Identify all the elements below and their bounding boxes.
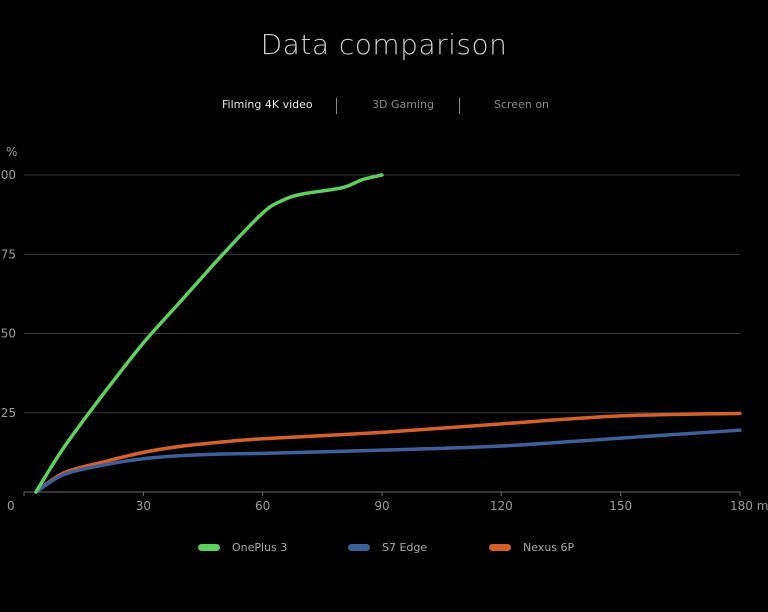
- legend-label: OnePlus 3: [232, 541, 288, 554]
- y-tick-label: 100: [0, 168, 16, 182]
- x-tick-label: 150: [609, 499, 632, 513]
- chart-legend: OnePlus 3 S7 Edge Nexus 6P: [0, 541, 768, 561]
- y-tick-label: 25: [1, 406, 16, 420]
- legend-swatch: [489, 544, 511, 551]
- page-title: Data comparison: [260, 28, 508, 61]
- tab-filming-4k-video[interactable]: Filming 4K video: [222, 98, 313, 111]
- legend-label: S7 Edge: [382, 541, 428, 554]
- x-tick-label: 180 min: [730, 499, 768, 513]
- x-tick-label: 0: [7, 499, 15, 513]
- series-line-oneplus-3: [34, 173, 384, 494]
- legend-swatch: [198, 544, 220, 551]
- x-tick-label: 120: [490, 499, 513, 513]
- tab-bar: Filming 4K video 3D Gaming Screen on: [0, 98, 768, 118]
- legend-item-oneplus-3[interactable]: OnePlus 3: [198, 541, 287, 554]
- tab-screen-on[interactable]: Screen on: [494, 98, 550, 111]
- legend-item-s7-edge[interactable]: S7 Edge: [348, 541, 427, 554]
- series-line-s7-edge: [34, 428, 742, 494]
- y-tick-label: 50: [1, 327, 16, 341]
- tab-3d-gaming[interactable]: 3D Gaming: [372, 98, 434, 111]
- legend-swatch: [348, 544, 370, 551]
- x-tick-label: 90: [374, 499, 389, 513]
- series-line-nexus-6p: [34, 411, 742, 494]
- legend-item-nexus-6p[interactable]: Nexus 6P: [489, 541, 574, 554]
- x-tick-label: 60: [255, 499, 270, 513]
- y-tick-label: 75: [1, 247, 16, 261]
- legend-label: Nexus 6P: [523, 541, 575, 554]
- y-axis-label: %: [6, 145, 17, 159]
- tab-separator: [336, 98, 337, 114]
- x-tick-label: 30: [136, 499, 151, 513]
- tab-separator: [459, 98, 460, 114]
